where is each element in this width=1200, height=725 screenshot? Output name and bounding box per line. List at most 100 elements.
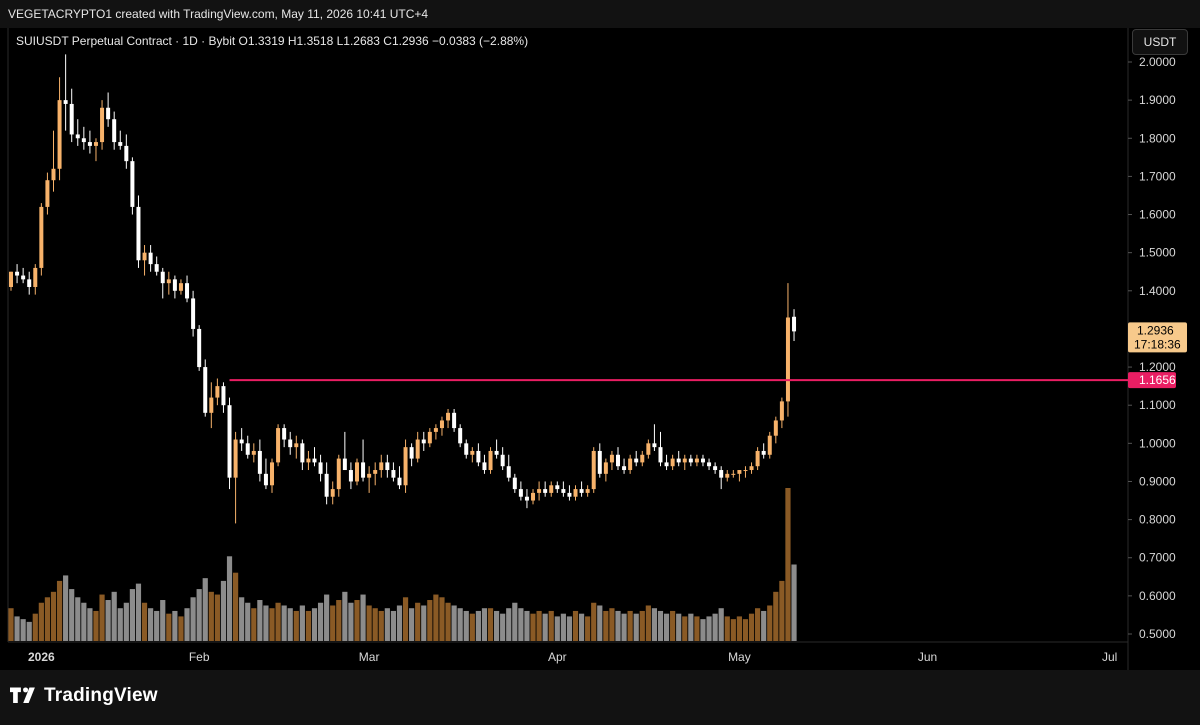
currency-button[interactable]: USDT	[1132, 29, 1188, 55]
candle-body	[464, 443, 469, 455]
price-chart[interactable]: 2.0000 1.9000 1.8000 1.7000 1.6000 1.5000 1.40…	[0, 0, 1200, 670]
candle-body	[597, 450, 602, 474]
volume-bar	[220, 580, 227, 641]
volume-bar	[354, 600, 360, 641]
volume-bar	[214, 594, 220, 641]
candle-body	[215, 386, 220, 398]
volume-bar	[135, 583, 142, 641]
volume-bar	[251, 608, 257, 641]
volume-bar	[524, 610, 530, 641]
volume-bar	[457, 608, 463, 641]
candle-body	[737, 470, 742, 474]
y-tick-label: 1.8000	[1139, 131, 1176, 145]
candle-body	[57, 100, 62, 169]
volume-bar	[372, 608, 378, 641]
volume-bar	[20, 619, 26, 641]
candle-body	[312, 458, 317, 463]
volume-bar	[342, 591, 348, 641]
candle-body	[251, 450, 256, 455]
candle-body	[458, 428, 463, 444]
y-tick-label: 0.6000	[1139, 589, 1176, 603]
candle-body	[658, 447, 663, 463]
top-bar: VEGETACRYPTO1 created with TradingView.c…	[0, 0, 1200, 28]
volume-bar	[293, 610, 299, 641]
x-tick-label: May	[728, 650, 751, 664]
y-tick-label: 1.5000	[1139, 246, 1176, 260]
candle-body	[276, 428, 281, 463]
volume-bar	[415, 602, 421, 641]
volume-bar	[202, 578, 208, 641]
volume-bar	[779, 580, 785, 641]
volume-bar	[603, 610, 609, 641]
volume-bar	[694, 616, 700, 641]
candle-body	[69, 103, 74, 135]
candle-body	[282, 428, 287, 440]
candle-body	[415, 439, 420, 459]
candle-body	[75, 134, 80, 139]
candle-body	[755, 450, 760, 467]
volume-bar	[469, 613, 475, 641]
volume-bar	[718, 608, 724, 641]
volume-bar	[32, 613, 38, 641]
candle-body	[87, 142, 92, 146]
candle-body	[373, 470, 378, 474]
volume-bar	[572, 610, 579, 641]
volume-bar	[336, 600, 342, 641]
volume-bar	[269, 608, 275, 641]
candle-body	[719, 470, 724, 478]
candle-body	[749, 466, 754, 471]
candle-body	[130, 161, 135, 207]
y-tick-label: 0.8000	[1139, 513, 1176, 527]
candle-body	[263, 473, 268, 486]
volume-bar	[208, 591, 214, 641]
candle-body	[233, 439, 238, 478]
volume-bar	[433, 594, 439, 641]
candle-body	[100, 107, 105, 143]
volume-bar	[366, 605, 372, 641]
candle-body	[713, 466, 718, 471]
created-by-credit: VEGETACRYPTO1 created with TradingView.c…	[8, 7, 429, 21]
volume-bar	[44, 597, 51, 641]
candle-body	[518, 489, 523, 497]
tradingview-logo[interactable]: TradingView	[10, 685, 158, 707]
volume-bar	[281, 605, 287, 641]
candle-body	[367, 473, 372, 478]
volume-bar	[50, 591, 57, 641]
y-tick-label: 0.9000	[1139, 474, 1176, 488]
candle-body	[166, 279, 171, 284]
candle-body	[616, 454, 620, 467]
volume-bar	[494, 610, 500, 641]
x-tick-label: Feb	[189, 650, 210, 664]
volume-bar	[196, 589, 202, 641]
volume-bar	[682, 616, 688, 641]
candle-body	[427, 431, 432, 444]
candle-body	[792, 316, 797, 332]
candle-body	[543, 489, 548, 493]
volume-bar	[724, 616, 730, 641]
volume-bar	[245, 602, 251, 641]
candle-body	[160, 271, 165, 284]
candle-body	[136, 206, 141, 261]
candle-body	[494, 450, 499, 455]
candle-body	[725, 473, 730, 478]
volume-bar	[105, 600, 111, 641]
bottom-bar	[0, 670, 1200, 725]
tradingview-logo-icon	[10, 687, 35, 703]
volume-bar	[14, 616, 20, 641]
volume-bar	[421, 605, 427, 641]
volume-bar	[742, 619, 749, 641]
candle-body	[106, 107, 111, 120]
volume-bar	[160, 600, 166, 641]
y-tick-label: 1.7000	[1139, 169, 1176, 183]
candle-body	[203, 367, 208, 413]
volume-bar	[148, 608, 154, 641]
volume-bar	[232, 572, 239, 641]
x-tick-label: 2026	[28, 650, 55, 664]
volume-bar	[639, 610, 645, 641]
candle-body	[439, 420, 444, 429]
candle-body	[342, 458, 347, 471]
candle-body	[640, 454, 645, 463]
candle-body	[646, 443, 651, 455]
candle-body	[81, 138, 86, 143]
volume-bar	[56, 580, 63, 641]
